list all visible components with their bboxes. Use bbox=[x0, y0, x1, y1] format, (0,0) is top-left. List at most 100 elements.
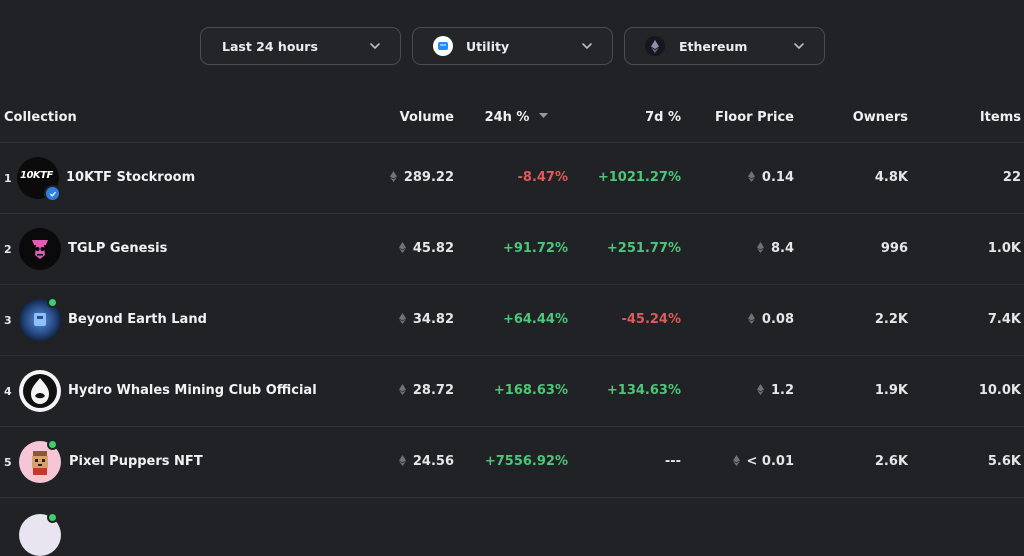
rank: 1 bbox=[4, 172, 12, 185]
col-24h[interactable]: 24h % bbox=[485, 110, 548, 125]
col-24h-label: 24h % bbox=[484, 110, 530, 125]
volume-cell: 289.22 bbox=[389, 170, 454, 185]
whale-logo-icon bbox=[23, 374, 57, 408]
skull-logo-icon bbox=[32, 240, 48, 259]
rank: 3 bbox=[4, 314, 12, 327]
owners-value: 996 bbox=[880, 241, 908, 256]
ethereum-icon bbox=[398, 313, 406, 324]
rank: 5 bbox=[4, 456, 12, 469]
collection-avatar[interactable] bbox=[19, 370, 61, 412]
ethereum-icon bbox=[398, 384, 406, 395]
sort-down-icon bbox=[539, 113, 548, 118]
floor-cell: 0.14 bbox=[747, 170, 794, 185]
col-owners[interactable]: Owners bbox=[852, 110, 908, 125]
col-7d[interactable]: 7d % bbox=[645, 110, 681, 125]
table-row[interactable]: 2 TGLP Genesis 45.82 +91.72% +251.77% 8.… bbox=[0, 213, 1024, 285]
change-24h: +91.72% bbox=[502, 241, 568, 256]
chevron-down-icon bbox=[794, 43, 804, 50]
collection-avatar[interactable] bbox=[19, 297, 61, 341]
change-7d: --- bbox=[664, 454, 681, 469]
pixel-dog-logo-icon bbox=[32, 451, 48, 475]
collection-name[interactable]: TGLP Genesis bbox=[68, 241, 168, 256]
table-header: Collection Volume 24h % 7d % Floor Price… bbox=[0, 100, 1024, 134]
ethereum-icon bbox=[747, 171, 755, 182]
table-row[interactable] bbox=[0, 497, 1024, 556]
volume-value: 45.82 bbox=[412, 241, 454, 256]
chevron-down-icon bbox=[370, 43, 380, 50]
owners-value: 2.2K bbox=[874, 312, 908, 327]
ethereum-icon bbox=[756, 242, 764, 253]
planet-logo-icon bbox=[34, 313, 46, 326]
floor-value: 0.14 bbox=[761, 170, 794, 185]
rank: 2 bbox=[4, 243, 12, 256]
change-7d: +134.63% bbox=[606, 383, 681, 398]
ethereum-icon bbox=[398, 455, 406, 466]
volume-cell: 28.72 bbox=[398, 383, 454, 398]
table-row[interactable]: 5 Pixel Puppers NFT 24.56 +7556.92% --- … bbox=[0, 426, 1024, 498]
change-24h: +64.44% bbox=[502, 312, 568, 327]
floor-cell: 1.2 bbox=[756, 383, 794, 398]
owners-value: 2.6K bbox=[874, 454, 908, 469]
online-indicator bbox=[47, 439, 58, 450]
table-row[interactable]: 1 10KTF 10KTF Stockroom 289.22 -8.47% +1… bbox=[0, 142, 1024, 214]
change-7d: -45.24% bbox=[621, 312, 681, 327]
change-24h: -8.47% bbox=[517, 170, 569, 185]
items-value: 1.0K bbox=[987, 241, 1021, 256]
floor-cell: 8.4 bbox=[756, 241, 794, 256]
collection-avatar[interactable] bbox=[19, 439, 61, 483]
table-row[interactable]: 3 Beyond Earth Land 34.82 +64.44% -45.24… bbox=[0, 284, 1024, 356]
items-value: 7.4K bbox=[987, 312, 1021, 327]
ethereum-icon bbox=[756, 384, 764, 395]
chain-dropdown[interactable]: Ethereum bbox=[624, 27, 825, 65]
items-value: 22 bbox=[1002, 170, 1021, 185]
volume-cell: 45.82 bbox=[398, 241, 454, 256]
owners-value: 1.9K bbox=[874, 383, 908, 398]
col-collection[interactable]: Collection bbox=[4, 110, 77, 125]
volume-cell: 24.56 bbox=[398, 454, 454, 469]
change-7d: +1021.27% bbox=[597, 170, 681, 185]
volume-value: 289.22 bbox=[403, 170, 454, 185]
owners-value: 4.8K bbox=[874, 170, 908, 185]
chevron-down-icon bbox=[582, 43, 592, 50]
items-value: 10.0K bbox=[978, 383, 1021, 398]
collection-avatar[interactable] bbox=[19, 228, 61, 270]
avatar-logo-text: 10KTF bbox=[20, 170, 53, 181]
utility-icon bbox=[433, 36, 453, 56]
chain-value: Ethereum bbox=[679, 38, 748, 54]
change-24h: +168.63% bbox=[493, 383, 568, 398]
volume-cell: 34.82 bbox=[398, 312, 454, 327]
floor-value: 8.4 bbox=[770, 241, 794, 256]
ethereum-icon bbox=[645, 36, 665, 56]
ethereum-icon bbox=[398, 242, 406, 253]
floor-cell: 0.08 bbox=[747, 312, 794, 327]
floor-cell: < 0.01 bbox=[732, 454, 794, 469]
ethereum-icon bbox=[747, 313, 755, 324]
change-24h: +7556.92% bbox=[484, 454, 568, 469]
collection-name[interactable]: Hydro Whales Mining Club Official bbox=[68, 383, 317, 398]
table-row[interactable]: 4 Hydro Whales Mining Club Official 28.7… bbox=[0, 355, 1024, 427]
collection-avatar[interactable]: 10KTF bbox=[17, 157, 61, 202]
category-value: Utility bbox=[466, 38, 510, 54]
col-floor[interactable]: Floor Price bbox=[714, 110, 794, 125]
floor-value: 0.08 bbox=[761, 312, 794, 327]
time-range-dropdown[interactable]: Last 24 hours bbox=[200, 27, 401, 65]
online-indicator bbox=[47, 297, 58, 308]
items-value: 5.6K bbox=[987, 454, 1021, 469]
volume-value: 34.82 bbox=[412, 312, 454, 327]
volume-value: 24.56 bbox=[412, 454, 454, 469]
volume-value: 28.72 bbox=[412, 383, 454, 398]
collection-name[interactable]: Beyond Earth Land bbox=[68, 312, 207, 327]
collection-avatar[interactable] bbox=[19, 512, 61, 556]
col-volume[interactable]: Volume bbox=[399, 110, 454, 125]
verified-badge-icon bbox=[44, 185, 61, 202]
floor-value: 1.2 bbox=[770, 383, 794, 398]
ethereum-icon bbox=[389, 171, 397, 182]
col-items[interactable]: Items bbox=[979, 110, 1021, 125]
collection-name[interactable]: Pixel Puppers NFT bbox=[69, 454, 203, 469]
time-range-value: Last 24 hours bbox=[222, 38, 318, 54]
rank: 4 bbox=[4, 385, 12, 398]
collection-name[interactable]: 10KTF Stockroom bbox=[66, 170, 196, 185]
change-7d: +251.77% bbox=[606, 241, 681, 256]
ethereum-icon bbox=[732, 455, 740, 466]
category-dropdown[interactable]: Utility bbox=[412, 27, 613, 65]
